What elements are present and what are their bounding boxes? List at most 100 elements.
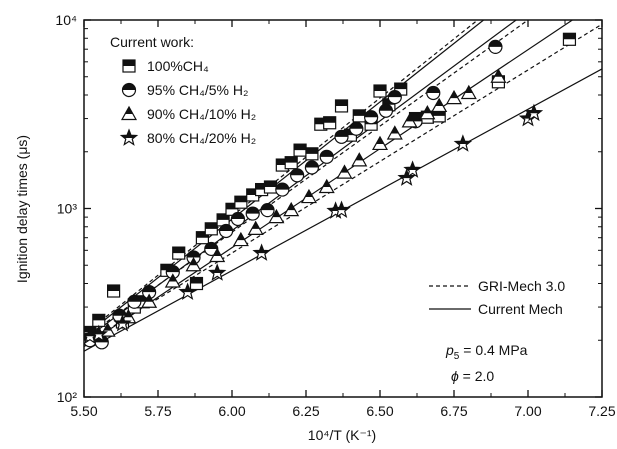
marker-100-ch [293, 143, 307, 157]
pressure-value: = 0.4 MPa [459, 342, 527, 358]
marker-100-ch [305, 147, 319, 161]
pressure-annotation: p5 = 0.4 MPa [445, 342, 528, 362]
marker-100-ch [189, 276, 204, 291]
phi-symbol: ϕ [451, 368, 459, 384]
equivalence-ratio-annotation: ϕ = 2.0 [451, 368, 494, 384]
marker-80-ch-20-h [332, 200, 351, 218]
legend-label-95-ch-5-h: 95% CH₄/5% H₂ [147, 82, 248, 98]
marker-90-ch-10-h [445, 89, 463, 105]
marker-95-ch-5-h [290, 168, 305, 183]
marker-80-ch-20-h [207, 263, 227, 281]
marker-95-ch-5-h [364, 110, 379, 125]
marker-90-ch-10-h [318, 178, 335, 194]
marker-95-ch-5-h [334, 129, 349, 144]
y-tick-label: 10² [57, 389, 78, 405]
marker-95-ch-5-h [488, 39, 503, 54]
marker-100-ch [352, 109, 366, 123]
conditions-annotation: p5 = 0.4 MPa ϕ = 2.0 [445, 342, 528, 384]
marker-95-ch-5-h [260, 203, 275, 218]
marker-95-ch-5-h [204, 241, 219, 257]
x-tick-label: 7.00 [514, 403, 541, 419]
marker-80-ch-20-h [178, 282, 197, 300]
marker-100-ch [204, 222, 218, 236]
pressure-symbol: p [445, 342, 454, 358]
fit-line-100-ch-dashed [84, 20, 479, 335]
marker-90-ch-10-h [351, 152, 368, 167]
marker-80-ch-20-h [252, 243, 271, 261]
legend-label-90-ch-10-h: 90% CH₄/10% H₂ [147, 106, 256, 122]
fit-line-90-ch-10-h-dashed [84, 23, 602, 345]
marker-90-ch-10-h [431, 97, 448, 113]
y-axis-title: Ignition delay times (μs) [14, 135, 30, 283]
marker-95-ch-5-h [218, 223, 234, 239]
marker-100-ch [172, 246, 186, 260]
marker-100-ch [323, 116, 337, 130]
pressure-subscript: 5 [454, 351, 460, 362]
legend-marker-90-ch-10-h [120, 105, 138, 121]
legend-marker-100-ch [122, 59, 136, 73]
marker-80-ch-20-h [453, 134, 473, 152]
legend-label-100-ch: 100%CH₄ [147, 58, 209, 74]
marker-80-ch-20-h [403, 160, 422, 178]
marker-90-ch-10-h [232, 231, 249, 247]
marker-90-ch-10-h [386, 125, 403, 140]
legend-marker-95-ch-5-h [121, 82, 137, 98]
marker-90-ch-10-h [460, 84, 477, 100]
marker-95-ch-5-h [378, 103, 394, 118]
x-tick-label: 6.75 [440, 403, 467, 419]
marker-90-ch-10-h [300, 188, 317, 204]
marker-90-ch-10-h [164, 273, 181, 288]
legend: Current work: 100%CH₄ 95% CH₄/5% H₂ 90% CH… [110, 34, 256, 146]
marker-95-ch-5-h [127, 294, 142, 309]
y-tick-label: 10⁴ [55, 12, 77, 28]
marker-90-ch-10-h [247, 220, 264, 235]
fit-legend-label-gri-mech-3-0: GRI-Mech 3.0 [478, 278, 565, 294]
data-points-layer [84, 32, 577, 350]
marker-100-ch [92, 313, 106, 327]
marker-95-ch-5-h [304, 160, 320, 175]
marker-90-ch-10-h [336, 164, 353, 179]
x-tick-label: 6.00 [218, 403, 245, 419]
marker-90-ch-10-h [371, 135, 389, 151]
marker-80-ch-20-h [113, 313, 132, 332]
axes-layer: 5.50 5.75 6.00 6.25 6.50 6.75 7.00 7.25 10² 10³ 10… [55, 12, 615, 419]
marker-100-ch [234, 195, 248, 209]
marker-90-ch-10-h [209, 247, 226, 263]
marker-90-ch-10-h [490, 68, 507, 83]
phi-value: = 2.0 [459, 368, 495, 384]
fit-line-100-ch-solid [84, 20, 484, 337]
y-tick-label: 10³ [57, 201, 78, 217]
marker-100-ch [284, 156, 298, 170]
legend-title: Current work: [110, 34, 194, 50]
marker-80-ch-20-h [397, 168, 416, 186]
x-axis-title: 10⁴/T (K⁻¹) [308, 427, 376, 443]
marker-100-ch [106, 284, 121, 298]
marker-90-ch-10-h [141, 293, 158, 308]
marker-100-ch [334, 99, 349, 113]
marker-90-ch-10-h [419, 105, 436, 120]
marker-95-ch-5-h [349, 121, 364, 136]
marker-100-ch [263, 180, 278, 194]
marker-95-ch-5-h [275, 182, 290, 197]
marker-90-ch-10-h [401, 113, 418, 128]
marker-90-ch-10-h [283, 201, 300, 217]
marker-80-ch-20-h [89, 324, 109, 343]
marker-100-ch [373, 84, 387, 98]
marker-90-ch-10-h [268, 208, 285, 224]
marker-80-ch-20-h [524, 103, 544, 122]
marker-100-ch [562, 32, 577, 46]
marker-95-ch-5-h [387, 89, 402, 105]
marker-95-ch-5-h [319, 149, 334, 164]
x-tick-label: 7.25 [588, 403, 615, 419]
marker-95-ch-5-h [245, 206, 260, 221]
fit-legend-label-current-mech: Current Mech [478, 301, 563, 317]
marker-95-ch-5-h [186, 250, 201, 265]
marker-90-ch-10-h [185, 257, 202, 272]
fit-line-legend: GRI-Mech 3.0 Current Mech [429, 278, 565, 317]
legend-label-80-ch-20-h: 80% CH₄/20% H₂ [147, 130, 256, 146]
x-tick-label: 5.50 [70, 403, 97, 419]
marker-95-ch-5-h [230, 211, 246, 227]
x-tick-label: 6.50 [366, 403, 393, 419]
marker-95-ch-5-h [426, 85, 441, 101]
